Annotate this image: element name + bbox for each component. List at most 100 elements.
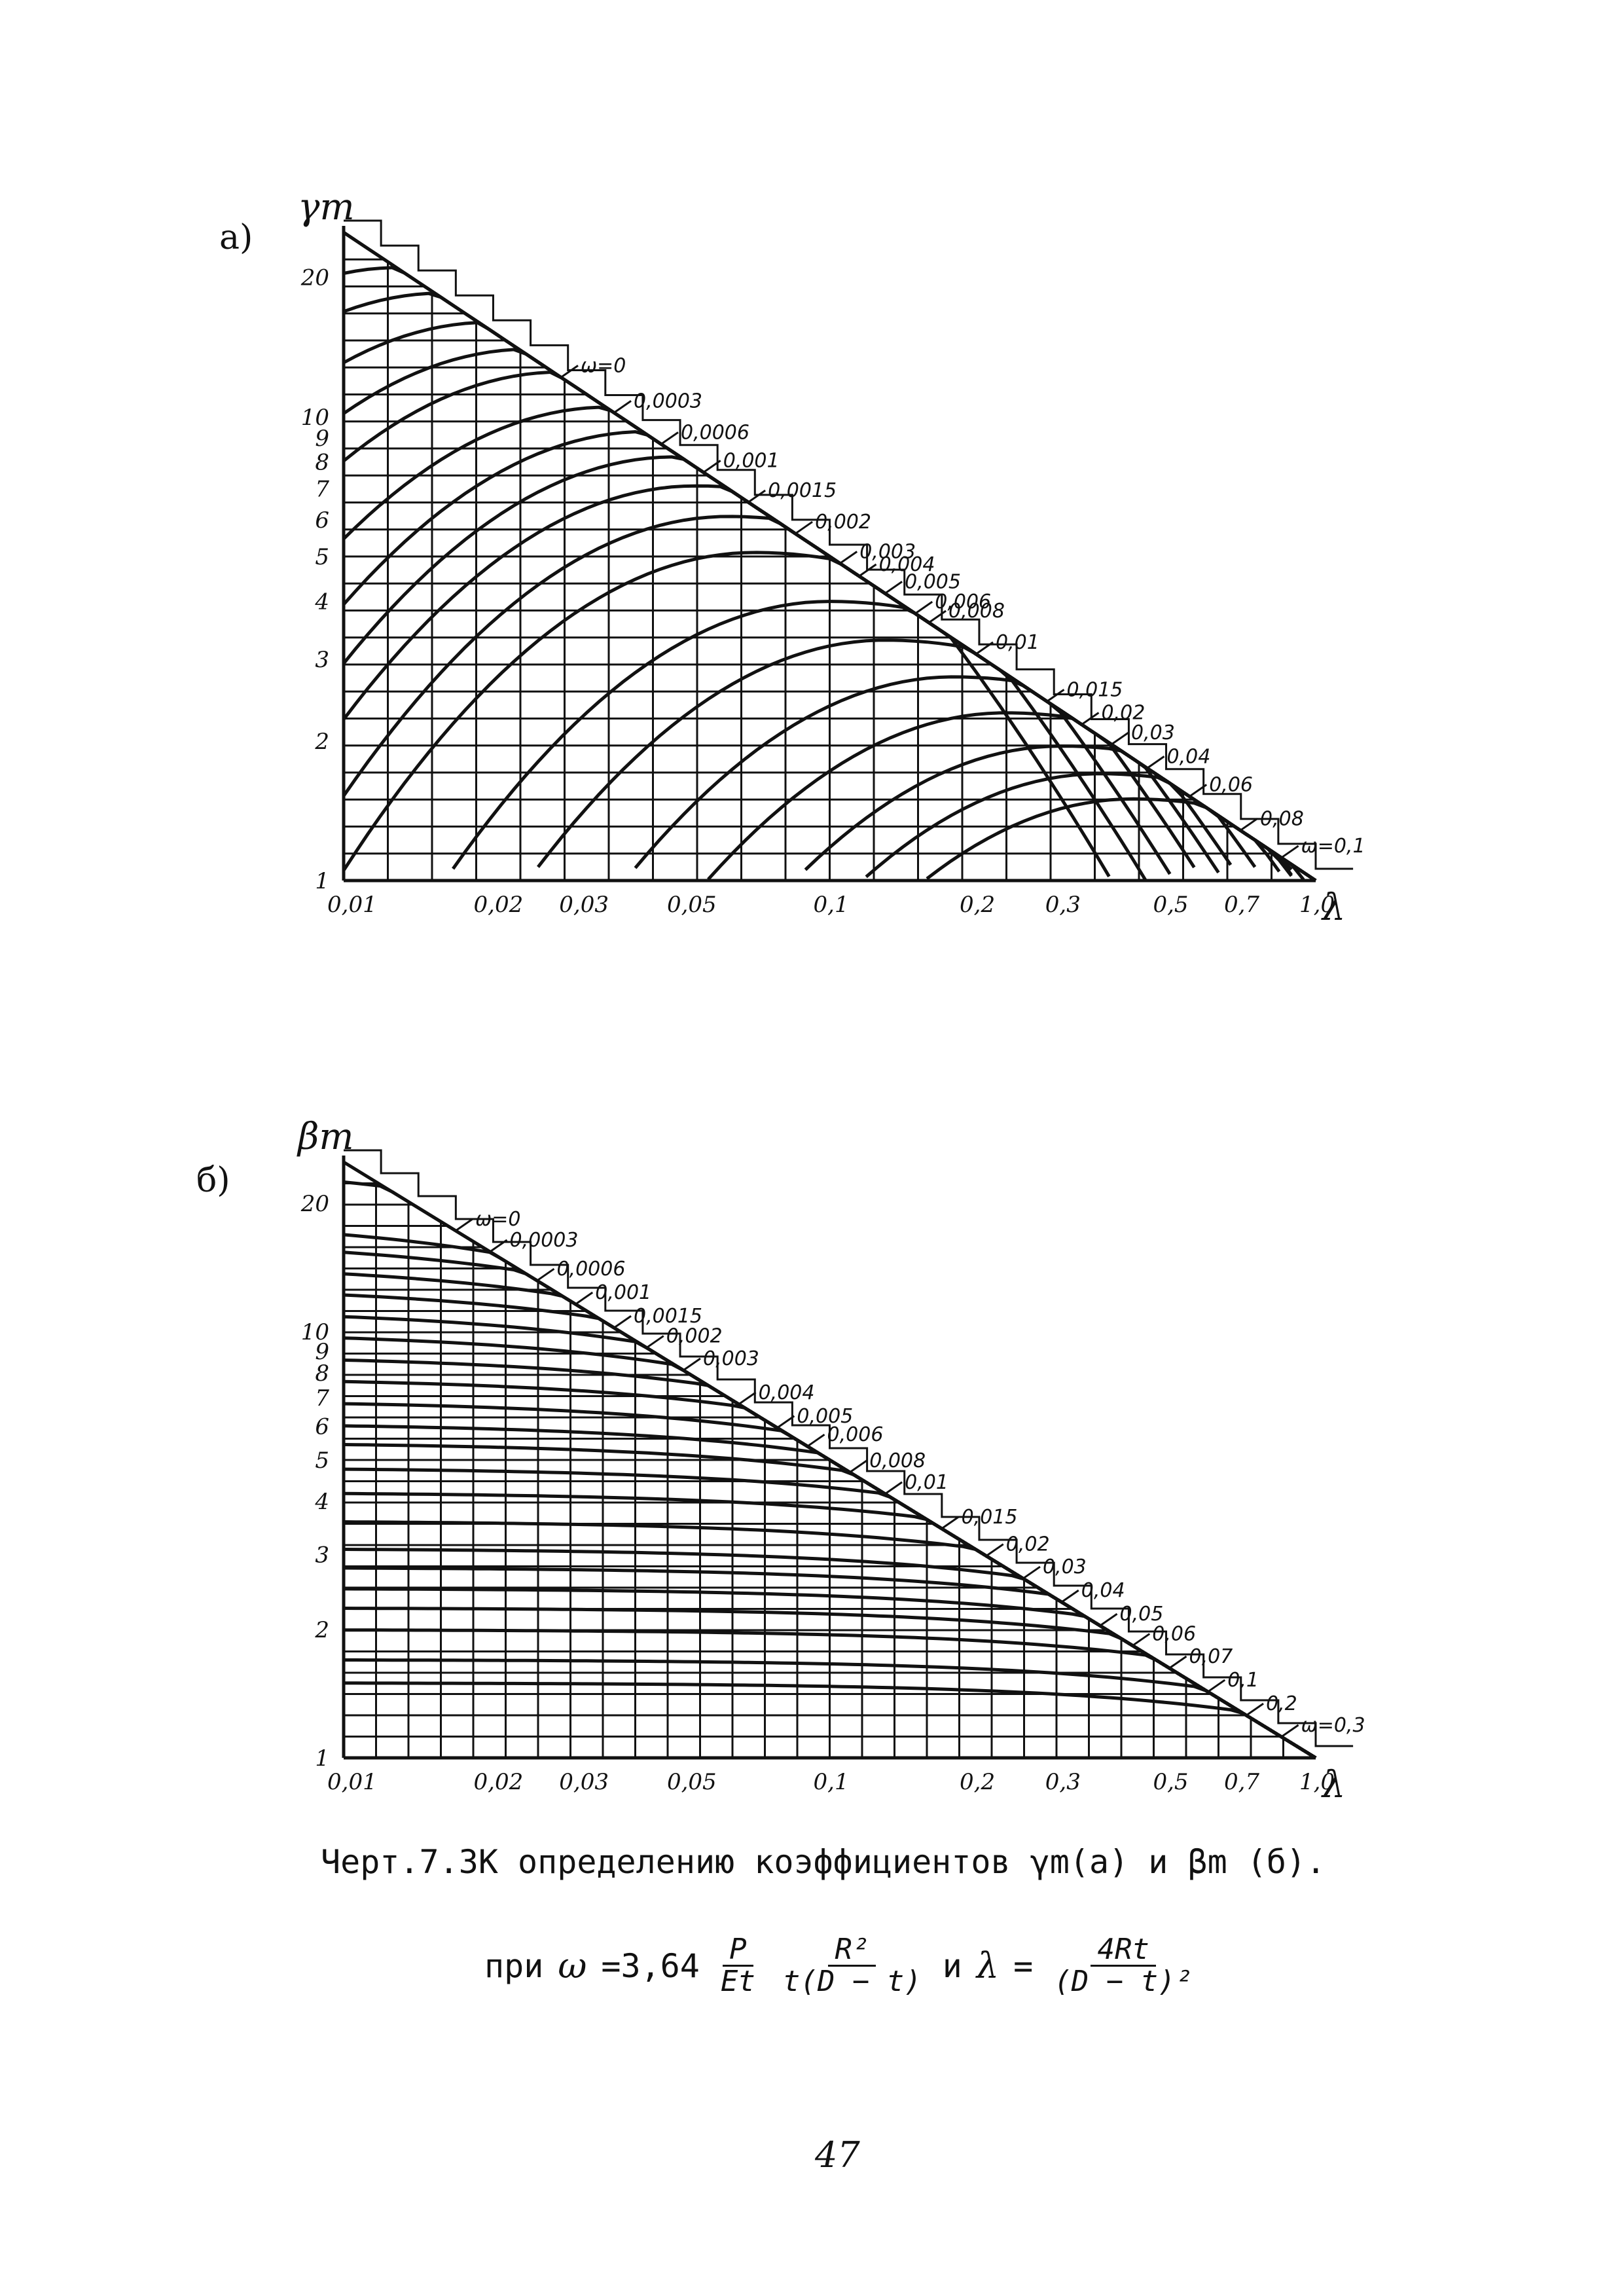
curve-label: 0,01 (996, 631, 1039, 654)
y-tick-label: 9 (315, 1339, 329, 1365)
formula-prefix: при (484, 1946, 544, 1985)
x-tick-label: 1,0 (1299, 892, 1335, 918)
x-tick-label: 0,1 (814, 1769, 849, 1795)
curve-label: 0,015 (1067, 678, 1123, 701)
x-tick-label: 0,5 (1153, 892, 1188, 918)
curve-label-leader (1189, 784, 1208, 797)
curve-label-leader (858, 563, 877, 577)
curve-label: 0,0015 (768, 479, 837, 502)
y-tick-label: 3 (315, 1542, 329, 1568)
fraction-r2-over-t: R² t(D − t) (776, 1934, 928, 1997)
chart-gamma-m: ω=00,00030,00060,0010,00150,0020,0030,00… (219, 186, 1365, 929)
curve-label-leader (1240, 818, 1258, 831)
curve-label: 0,004 (759, 1381, 815, 1404)
curve-label: 0,06 (1209, 773, 1253, 796)
curve-label: 0,06 (1152, 1623, 1196, 1646)
curve-label-leader (645, 1335, 664, 1349)
x-tick-label: 1,0 (1299, 1769, 1335, 1795)
curve-label-leader (1168, 1655, 1187, 1669)
curve-label-leader (849, 1459, 868, 1474)
curve-label-leader (1246, 1702, 1264, 1717)
formula-equals: = (1013, 1946, 1034, 1985)
curve-label: 0,01 (905, 1471, 948, 1494)
y-tick-label: 4 (314, 1489, 329, 1515)
curve-omega-0-06 (804, 744, 1317, 883)
curve-label: ω=0,1 (1301, 835, 1365, 858)
curve-label: ω=0 (581, 354, 626, 377)
y-tick-label: 7 (315, 477, 329, 503)
curve-label-leader (613, 400, 632, 414)
curve-label: 0,005 (797, 1405, 853, 1428)
curve-label-leader (613, 1315, 632, 1329)
x-tick-label: 0,02 (474, 1769, 524, 1795)
curve-label: 0,0003 (510, 1229, 579, 1252)
curve-label: 0,001 (723, 449, 780, 472)
curve-label: 0,008 (948, 600, 1005, 623)
y-tick-label: 10 (301, 1319, 329, 1345)
curve-label-leader (1207, 1679, 1226, 1693)
x-axis-title: λ (1321, 1764, 1346, 1806)
panel-label: б) (196, 1161, 230, 1200)
x-tick-label: 0,2 (960, 1769, 995, 1795)
x-tick-label: 0,2 (960, 892, 995, 918)
curve-label-leader (1046, 689, 1065, 702)
fraction-denominator: Et (720, 1965, 755, 1999)
curve-label-leader (1099, 1613, 1118, 1627)
curve-omega-0-3 (344, 1681, 1317, 1760)
y-axis-title: βm (297, 1116, 353, 1158)
curve-label: 0,004 (879, 553, 935, 576)
curve-omega-0-1 (344, 1628, 1317, 1760)
curve-label-leader (884, 581, 903, 594)
caption-text: Черт.7.3К определению коэффициентов γm(а… (321, 1843, 1326, 1881)
x-tick-label: 0,05 (667, 892, 717, 918)
curve-label-leader (1111, 731, 1129, 746)
y-tick-label: 3 (315, 647, 329, 673)
curve-label-leader (1022, 1565, 1041, 1580)
curve-label-leader (560, 365, 579, 378)
fraction-lambda: 4Rt (D − t)² (1047, 1934, 1199, 1999)
curve-label: 0,04 (1167, 745, 1211, 768)
curve-label-leader (914, 600, 933, 615)
curve-label-leader (683, 1357, 701, 1372)
curve-omega-0-0003 (343, 266, 1147, 881)
y-tick-label: 8 (315, 449, 329, 475)
curve-label: 0,0006 (681, 421, 749, 444)
x-tick-label: 0,05 (667, 1769, 717, 1795)
curve-label-leader (575, 1291, 594, 1305)
figure-caption: Черт.7.3К определению коэффициентов γm(а… (321, 1843, 1326, 1881)
y-tick-label: 1 (315, 1745, 329, 1772)
lambda-symbol: λ (976, 1945, 1000, 1987)
curve-label: 0,003 (859, 540, 916, 563)
y-tick-label: 2 (314, 1617, 329, 1643)
curve-label: 0,0015 (634, 1305, 702, 1328)
curve-label: 0,0003 (634, 390, 702, 412)
y-tick-label: 6 (315, 507, 329, 534)
curve-label-leader (660, 431, 679, 445)
x-axis-title: λ (1321, 886, 1346, 929)
y-tick-label: 20 (300, 265, 329, 291)
panel-label: а) (219, 218, 253, 257)
x-tick-label: 0,01 (327, 892, 377, 918)
curve-label: 0,002 (815, 511, 871, 534)
curve-label: 0,0006 (556, 1258, 625, 1281)
formula-conjunction: и (942, 1946, 962, 1985)
curve-label-leader (1060, 1589, 1079, 1603)
curve-label: 0,015 (962, 1506, 1018, 1529)
fraction-denominator: (D − t)² (1054, 1965, 1193, 1999)
envelope-staircase (344, 219, 1354, 870)
curve-label-leader (748, 489, 766, 503)
y-tick-label: 2 (314, 729, 329, 755)
curve-label: 0,001 (595, 1281, 651, 1304)
curve-label-leader (928, 610, 947, 624)
y-tick-label: 8 (315, 1360, 329, 1387)
curve-label: ω=0,3 (1301, 1714, 1365, 1737)
curve-label-leader (1146, 756, 1165, 769)
curve-label-leader (1132, 1633, 1151, 1647)
x-tick-label: 0,3 (1045, 892, 1081, 918)
curve-label-leader (975, 641, 994, 655)
curve-label-leader (985, 1543, 1004, 1557)
x-tick-label: 0,3 (1045, 1769, 1081, 1795)
y-tick-label: 4 (314, 589, 329, 615)
x-tick-label: 0,03 (559, 892, 609, 918)
curve-label-leader (455, 1218, 473, 1232)
